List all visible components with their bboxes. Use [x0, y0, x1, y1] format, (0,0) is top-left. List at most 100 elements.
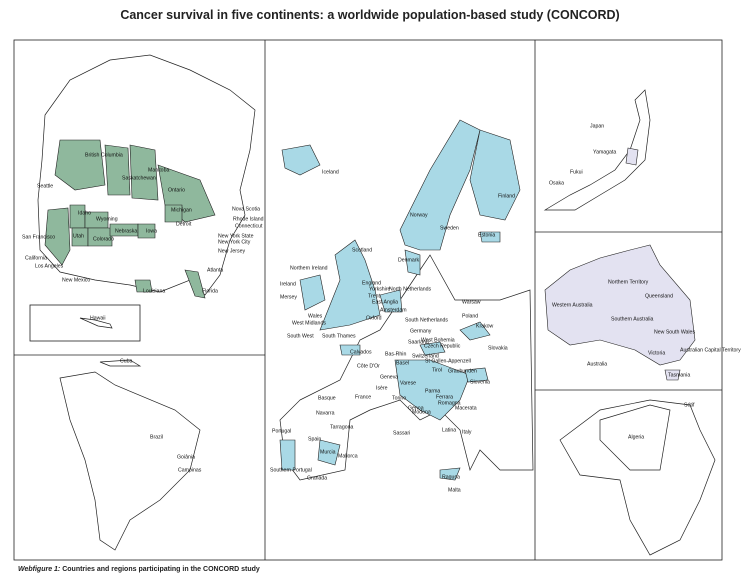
place-label: Macerata: [455, 405, 477, 411]
caption-text: Countries and regions participating in t…: [62, 566, 260, 573]
place-label: Northern Territory: [608, 279, 649, 285]
place-label: East Anglia: [372, 299, 398, 305]
place-label: Australia: [587, 361, 607, 367]
place-label: Poland: [462, 313, 478, 319]
place-label: Italy: [462, 429, 472, 435]
place-label: Calvados: [350, 349, 372, 355]
place-label: Fukui: [570, 169, 583, 175]
panel-frames: [13, 39, 723, 561]
south-america-map: [59, 359, 201, 551]
place-label: Modena: [412, 409, 431, 415]
place-label: Detroit: [176, 221, 192, 227]
place-label: Idaho: [78, 210, 91, 216]
place-label: Basel: [396, 360, 409, 366]
place-label: Japan: [590, 123, 604, 129]
place-label: Latina: [442, 427, 456, 433]
place-label: Germany: [410, 328, 432, 334]
place-label: New York State: [218, 233, 254, 239]
place-label: Mersey: [280, 294, 297, 300]
place-label: Osaka: [549, 180, 564, 186]
place-label: Trent: [368, 293, 380, 299]
place-label: Scotland: [352, 247, 372, 253]
place-label: Iowa: [146, 228, 157, 234]
africa-map: [559, 399, 716, 556]
place-label: Wyoming: [96, 216, 118, 222]
place-label: Tasmania: [668, 372, 690, 378]
place-label: Rhode Island: [233, 216, 264, 222]
place-label: Genoa: [408, 405, 424, 411]
place-label: Sweden: [440, 225, 459, 231]
place-label: Cuba: [120, 358, 133, 364]
place-label: Parma: [425, 388, 440, 394]
place-label: West Bohemia: [421, 337, 455, 343]
place-label: North Netherlands: [389, 286, 432, 292]
place-label: Seattle: [37, 183, 53, 189]
place-label: Czech Republic: [424, 343, 461, 349]
place-label: Amsterdam: [380, 307, 407, 313]
place-label: Varese: [400, 380, 416, 386]
place-label: Yorkshire: [369, 286, 391, 292]
place-label: Tarragona: [330, 424, 353, 430]
place-label: Brazil: [150, 434, 163, 440]
place-label: Sétif: [684, 402, 695, 408]
place-label: Saskatchewan: [122, 175, 156, 181]
place-label: Graubunden: [448, 368, 477, 374]
place-label: Malta: [448, 487, 461, 493]
place-label: Atlanta: [207, 267, 223, 273]
europe-map: [279, 119, 534, 481]
place-label: Sassari: [393, 430, 410, 436]
caption: Webfigure 1: Countries and regions parti…: [18, 566, 260, 573]
place-label: Krakow: [476, 323, 494, 329]
place-label: Florida: [202, 288, 218, 294]
north-america-map: [37, 54, 256, 329]
place-label: New Mexico: [62, 277, 90, 283]
place-label: Slovenia: [470, 379, 490, 385]
place-label: Isère: [376, 385, 388, 391]
place-label: Queensland: [645, 293, 673, 299]
japan-map: [543, 89, 651, 211]
place-label: Oxford: [366, 315, 382, 321]
place-label: San Francisco: [22, 234, 55, 240]
place-label: Basque: [318, 395, 336, 401]
place-label: Algeria: [628, 434, 644, 440]
place-label: Finland: [498, 193, 515, 199]
place-label: Victoria: [648, 350, 665, 356]
place-label: Los Angeles: [35, 263, 64, 269]
australia-map: [544, 244, 696, 381]
place-label: Mallorca: [338, 453, 358, 459]
place-label: New York City: [218, 239, 251, 245]
place-label: Estonia: [478, 232, 495, 238]
place-label: Western Australia: [552, 302, 593, 308]
place-label: Ragusa: [442, 474, 460, 480]
labels: British Columbia Saskatchewan Manitoba Onta…: [22, 123, 741, 493]
place-label: England: [362, 280, 381, 286]
place-label: Switzerland: [412, 353, 439, 359]
place-label: Geneva: [380, 374, 398, 380]
place-label: Ireland: [280, 281, 296, 287]
place-label: Granada: [307, 475, 327, 481]
place-label: South West: [287, 333, 314, 339]
place-label: Slovakia: [488, 345, 508, 351]
place-label: Romagna: [438, 400, 461, 406]
place-label: New Jersey: [218, 248, 246, 254]
place-label: British Columbia: [85, 152, 123, 158]
place-label: France: [355, 394, 371, 400]
place-label: Côte D'Or: [357, 363, 380, 369]
place-label: Torino: [392, 395, 406, 401]
place-label: Wales: [308, 313, 323, 319]
place-label: Norway: [410, 212, 428, 218]
place-label: Portugal: [272, 428, 291, 434]
title: Cancer survival in five continents: a wo…: [120, 8, 619, 22]
place-label: Hawaii: [90, 315, 106, 321]
place-label: South Netherlands: [405, 317, 448, 323]
place-label: Ontario: [168, 187, 185, 193]
place-label: Yamagata: [593, 149, 616, 155]
place-label: West Midlands: [292, 320, 326, 326]
place-label: Warsaw: [462, 299, 481, 305]
place-label: Bas-Rhin: [385, 351, 406, 357]
place-label: Navarra: [316, 410, 335, 416]
place-label: California: [25, 255, 47, 261]
place-label: Colorado: [93, 236, 114, 242]
place-label: Tirol: [432, 367, 442, 373]
